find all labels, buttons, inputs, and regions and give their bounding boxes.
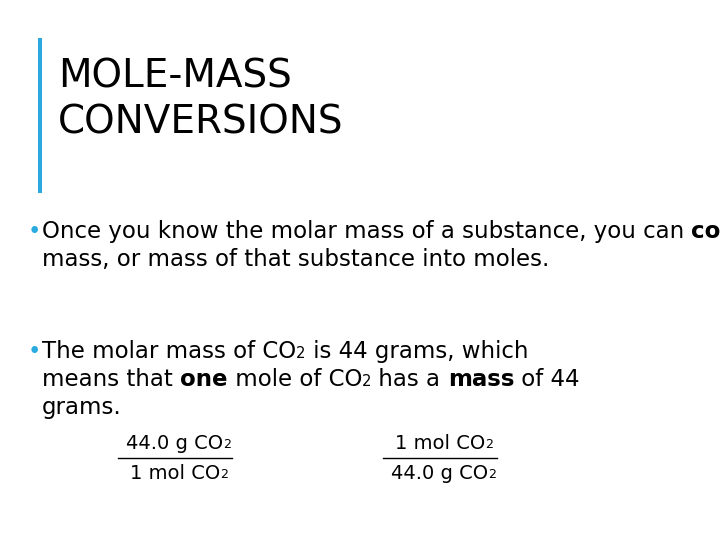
Text: MOLE-MASS: MOLE-MASS <box>58 58 292 96</box>
Text: CONVERSIONS: CONVERSIONS <box>58 103 343 141</box>
Text: of 44: of 44 <box>514 368 580 391</box>
Text: 2: 2 <box>220 468 228 481</box>
Text: is 44 grams, which: is 44 grams, which <box>305 340 528 363</box>
Text: 44.0 g CO: 44.0 g CO <box>127 434 224 453</box>
Text: mass: mass <box>448 368 514 391</box>
Text: 1 mol CO: 1 mol CO <box>395 434 485 453</box>
Text: 44.0 g CO: 44.0 g CO <box>392 464 489 483</box>
Text: •: • <box>28 220 41 243</box>
Text: 2: 2 <box>489 468 497 481</box>
Text: The molar mass of CO: The molar mass of CO <box>42 340 296 363</box>
Text: means that: means that <box>42 368 180 391</box>
Text: 1 mol CO: 1 mol CO <box>130 464 220 483</box>
Text: 2: 2 <box>485 438 493 451</box>
Text: grams.: grams. <box>42 396 122 419</box>
Text: convert: convert <box>691 220 720 243</box>
Text: •: • <box>28 340 41 363</box>
Text: 2: 2 <box>296 346 305 361</box>
Text: 2: 2 <box>362 374 372 389</box>
Bar <box>38 38 42 193</box>
Text: 2: 2 <box>224 438 232 451</box>
Text: mole of CO: mole of CO <box>228 368 362 391</box>
Text: mass, or mass of that substance into moles.: mass, or mass of that substance into mol… <box>42 248 549 271</box>
Text: one: one <box>180 368 228 391</box>
Text: has a: has a <box>372 368 448 391</box>
Text: Once you know the molar mass of a substance, you can: Once you know the molar mass of a substa… <box>42 220 691 243</box>
